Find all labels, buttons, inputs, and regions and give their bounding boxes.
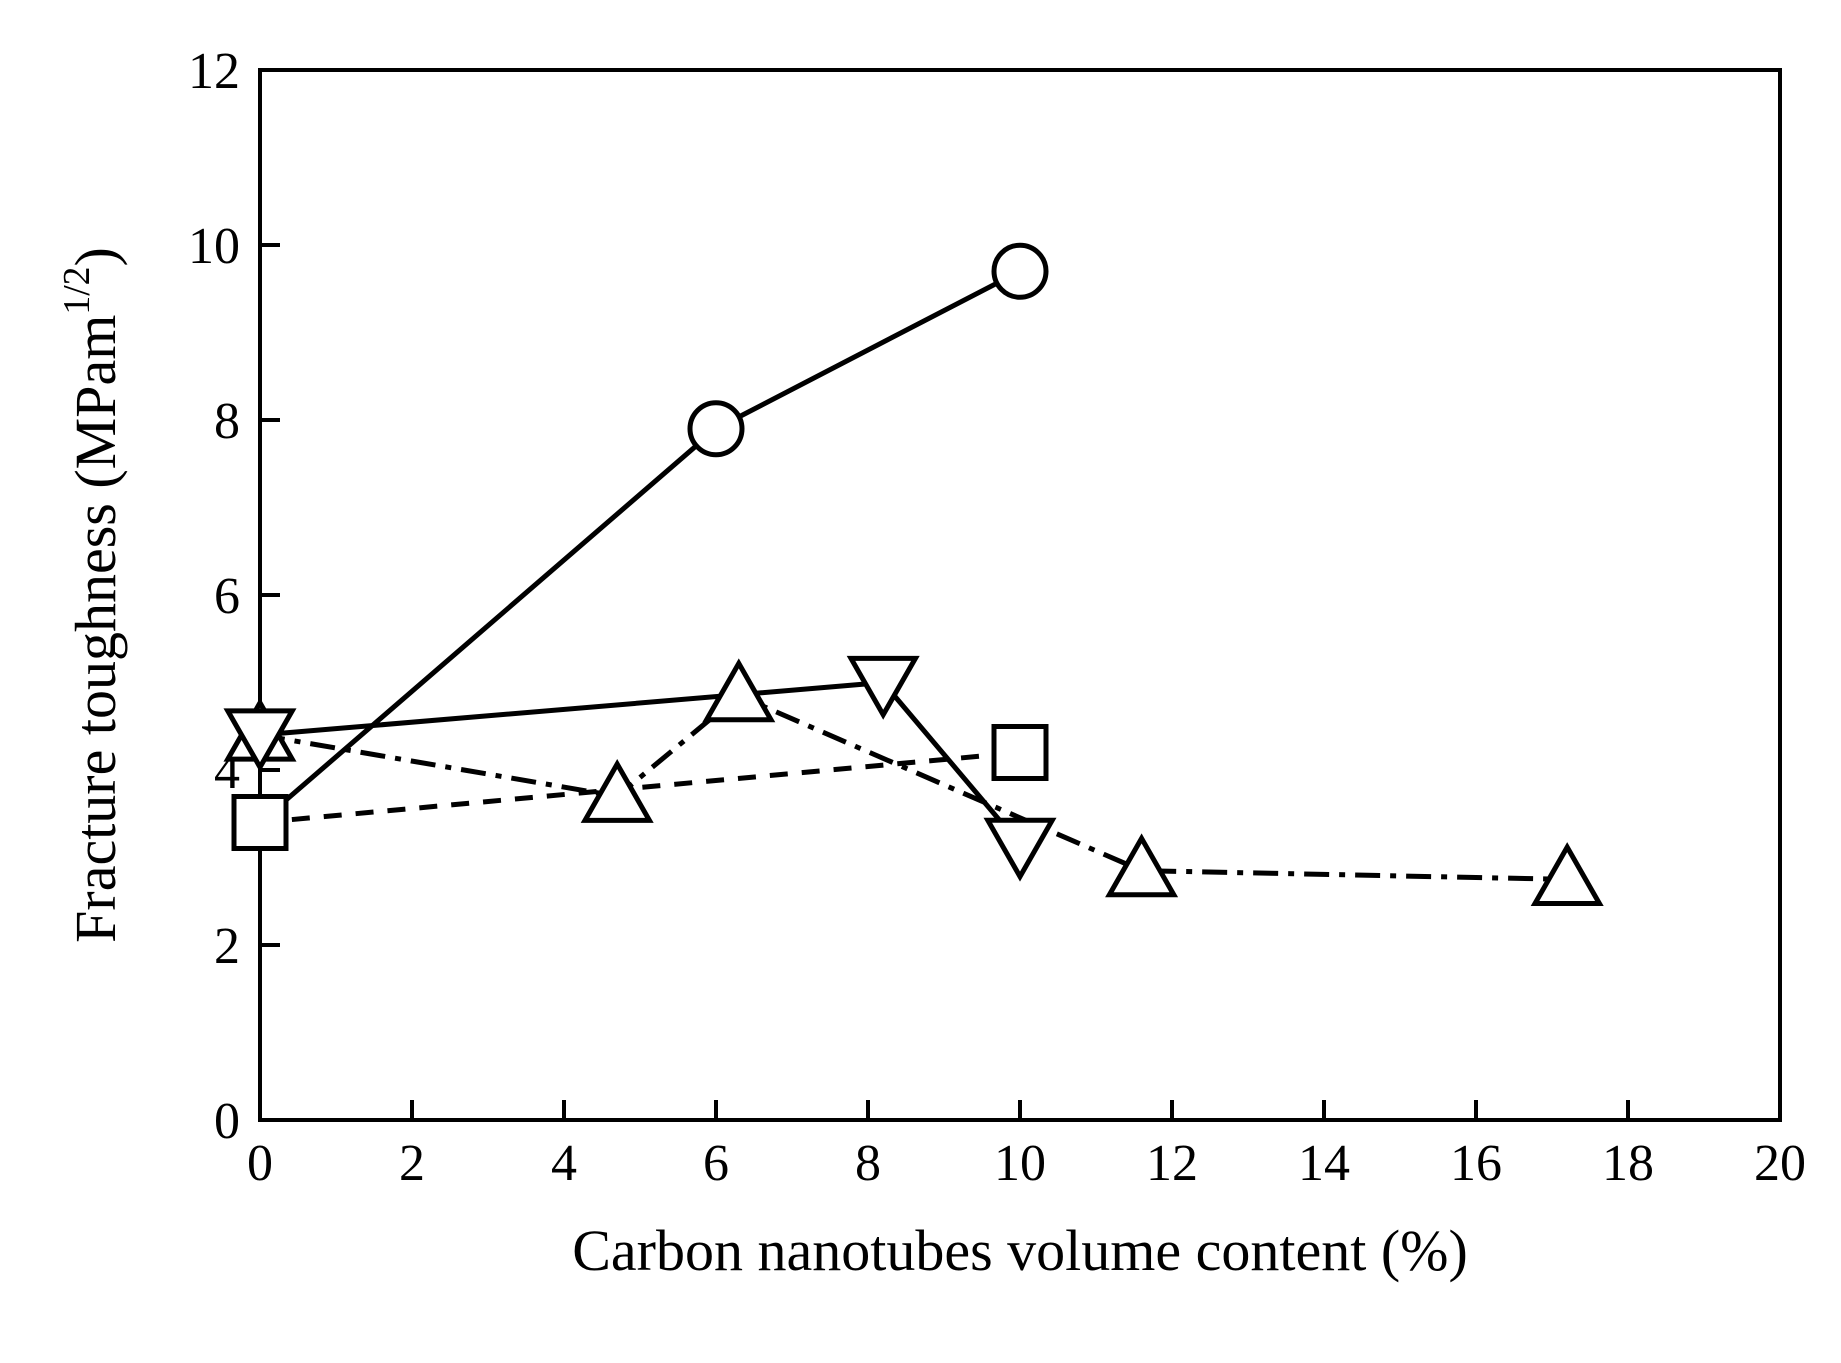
plot-border: [260, 70, 1780, 1120]
marker-square-1: [994, 727, 1046, 779]
marker-triangle-up-3: [1109, 838, 1173, 894]
x-tick-label: 4: [551, 1135, 577, 1192]
marker-triangle-down-2: [988, 820, 1052, 876]
y-tick-label: 0: [214, 1093, 240, 1150]
x-tick-label: 12: [1146, 1135, 1198, 1192]
x-tick-label: 2: [399, 1135, 425, 1192]
x-tick-label: 10: [994, 1135, 1046, 1192]
marker-circle-1: [690, 403, 742, 455]
x-tick-label: 16: [1450, 1135, 1502, 1192]
y-tick-label: 8: [214, 393, 240, 450]
y-tick-label: 2: [214, 918, 240, 975]
y-axis-label: Fracture toughness (MPam1/2): [56, 247, 128, 943]
x-tick-label: 20: [1754, 1135, 1806, 1192]
marker-triangle-up-4: [1535, 847, 1599, 903]
marker-circle-2: [994, 245, 1046, 297]
x-tick-label: 6: [703, 1135, 729, 1192]
y-tick-label: 6: [214, 568, 240, 625]
y-axis-label-group: Fracture toughness (MPam1/2): [56, 247, 128, 943]
chart-container: 02468101214161820024681012Carbon nanotub…: [20, 20, 1820, 1340]
x-tick-label: 8: [855, 1135, 881, 1192]
y-tick-label: 12: [188, 43, 240, 100]
x-axis-label: Carbon nanotubes volume content (%): [572, 1218, 1468, 1283]
series-line-circle: [260, 271, 1020, 822]
marker-square-0: [234, 797, 286, 849]
fracture-toughness-chart: 02468101214161820024681012Carbon nanotub…: [20, 20, 1820, 1340]
series-line-triangle-up: [260, 696, 1567, 880]
x-tick-label: 14: [1298, 1135, 1350, 1192]
x-tick-label: 18: [1602, 1135, 1654, 1192]
y-tick-label: 10: [188, 218, 240, 275]
x-tick-label: 0: [247, 1135, 273, 1192]
